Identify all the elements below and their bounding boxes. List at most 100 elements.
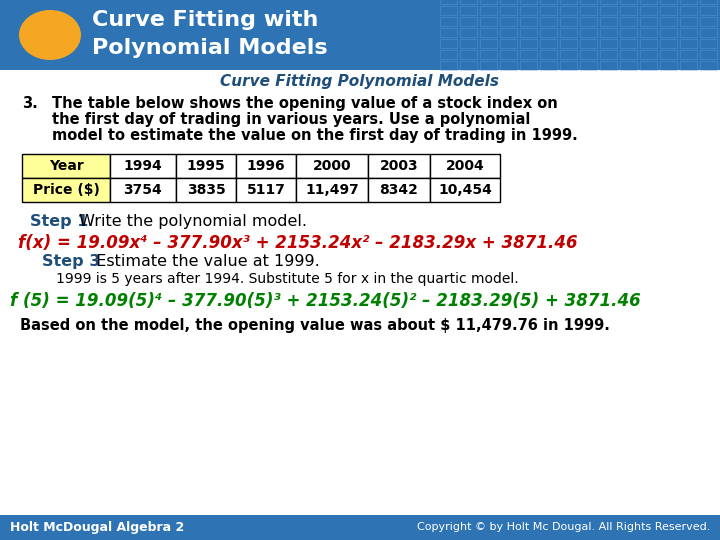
Bar [236,178,296,202]
Bar [600,6,617,15]
Text: 1996: 1996 [247,159,285,173]
Bar [540,61,557,70]
Bar [0,515,720,540]
Text: The table below shows the opening value of a stock index on: The table below shows the opening value … [52,96,558,111]
Bar [368,154,430,178]
Bar [580,17,597,26]
Text: f(x) = 19.09x⁴ – 377.90x³ + 2153.24x² – 2183.29x + 3871.46: f(x) = 19.09x⁴ – 377.90x³ + 2153.24x² – … [18,234,577,252]
Text: 1994: 1994 [124,159,163,173]
Bar [680,39,697,48]
Bar [460,50,477,59]
Bar [110,178,176,202]
Bar [460,28,477,37]
Bar [480,28,497,37]
Bar [520,0,537,4]
Text: Step 1: Step 1 [30,214,89,229]
Bar [680,0,697,4]
Bar [660,6,677,15]
Bar [640,6,657,15]
Text: 3754: 3754 [124,183,163,197]
Bar [480,39,497,48]
Bar [540,17,557,26]
Bar [540,6,557,15]
Bar [620,17,637,26]
Text: Step 3: Step 3 [42,254,100,269]
Bar [22,178,110,202]
Bar [520,28,537,37]
Bar [176,154,236,178]
Text: 1995: 1995 [186,159,225,173]
Bar [700,6,717,15]
Text: model to estimate the value on the first day of trading in 1999.: model to estimate the value on the first… [52,128,577,143]
Bar [640,50,657,59]
Bar [640,0,657,4]
Bar [620,0,637,4]
Bar [110,154,176,178]
Bar [480,50,497,59]
Bar [440,61,457,70]
Text: the first day of trading in various years. Use a polynomial: the first day of trading in various year… [52,112,531,127]
Bar [580,28,597,37]
Bar [640,61,657,70]
Bar [640,17,657,26]
Bar [660,39,677,48]
Bar [440,39,457,48]
Bar [440,6,457,15]
Bar [560,50,577,59]
Bar [440,17,457,26]
Bar [600,39,617,48]
Bar [500,50,517,59]
Bar [620,39,637,48]
Bar [460,17,477,26]
Text: Based on the model, the opening value was about $ 11,479.76 in 1999.: Based on the model, the opening value wa… [20,318,610,333]
Bar [0,0,720,70]
Bar [580,0,597,4]
Bar [600,28,617,37]
Bar [540,50,557,59]
Bar [22,154,110,178]
Bar [700,28,717,37]
Text: Curve Fitting with: Curve Fitting with [92,10,318,30]
Bar [460,0,477,4]
Bar [460,39,477,48]
Bar [640,39,657,48]
Text: Curve Fitting Polynomial Models: Curve Fitting Polynomial Models [220,74,500,89]
Bar [680,61,697,70]
Bar [368,178,430,202]
Bar [440,28,457,37]
Bar [500,28,517,37]
Bar [500,17,517,26]
Bar [430,154,500,178]
Text: Price ($): Price ($) [32,183,99,197]
Text: Polynomial Models: Polynomial Models [92,38,328,58]
Bar [480,17,497,26]
Text: Estimate the value at 1999.: Estimate the value at 1999. [86,254,320,269]
Bar [700,17,717,26]
Text: 11,497: 11,497 [305,183,359,197]
Bar [440,50,457,59]
Bar [700,50,717,59]
Text: Copyright © by Holt Mc Dougal. All Rights Reserved.: Copyright © by Holt Mc Dougal. All Right… [417,523,710,532]
Bar [680,6,697,15]
Text: 5117: 5117 [246,183,285,197]
Bar [600,0,617,4]
Bar [680,17,697,26]
Bar [520,39,537,48]
Bar [460,61,477,70]
Bar [640,28,657,37]
Bar [620,61,637,70]
Bar [560,17,577,26]
Bar [600,61,617,70]
Bar [700,39,717,48]
Bar [680,28,697,37]
Bar [296,154,368,178]
Bar [520,50,537,59]
Bar [620,6,637,15]
Bar [176,178,236,202]
Bar [520,17,537,26]
Bar [620,50,637,59]
Bar [440,0,457,4]
Bar [430,178,500,202]
Bar [660,17,677,26]
Text: 10,454: 10,454 [438,183,492,197]
